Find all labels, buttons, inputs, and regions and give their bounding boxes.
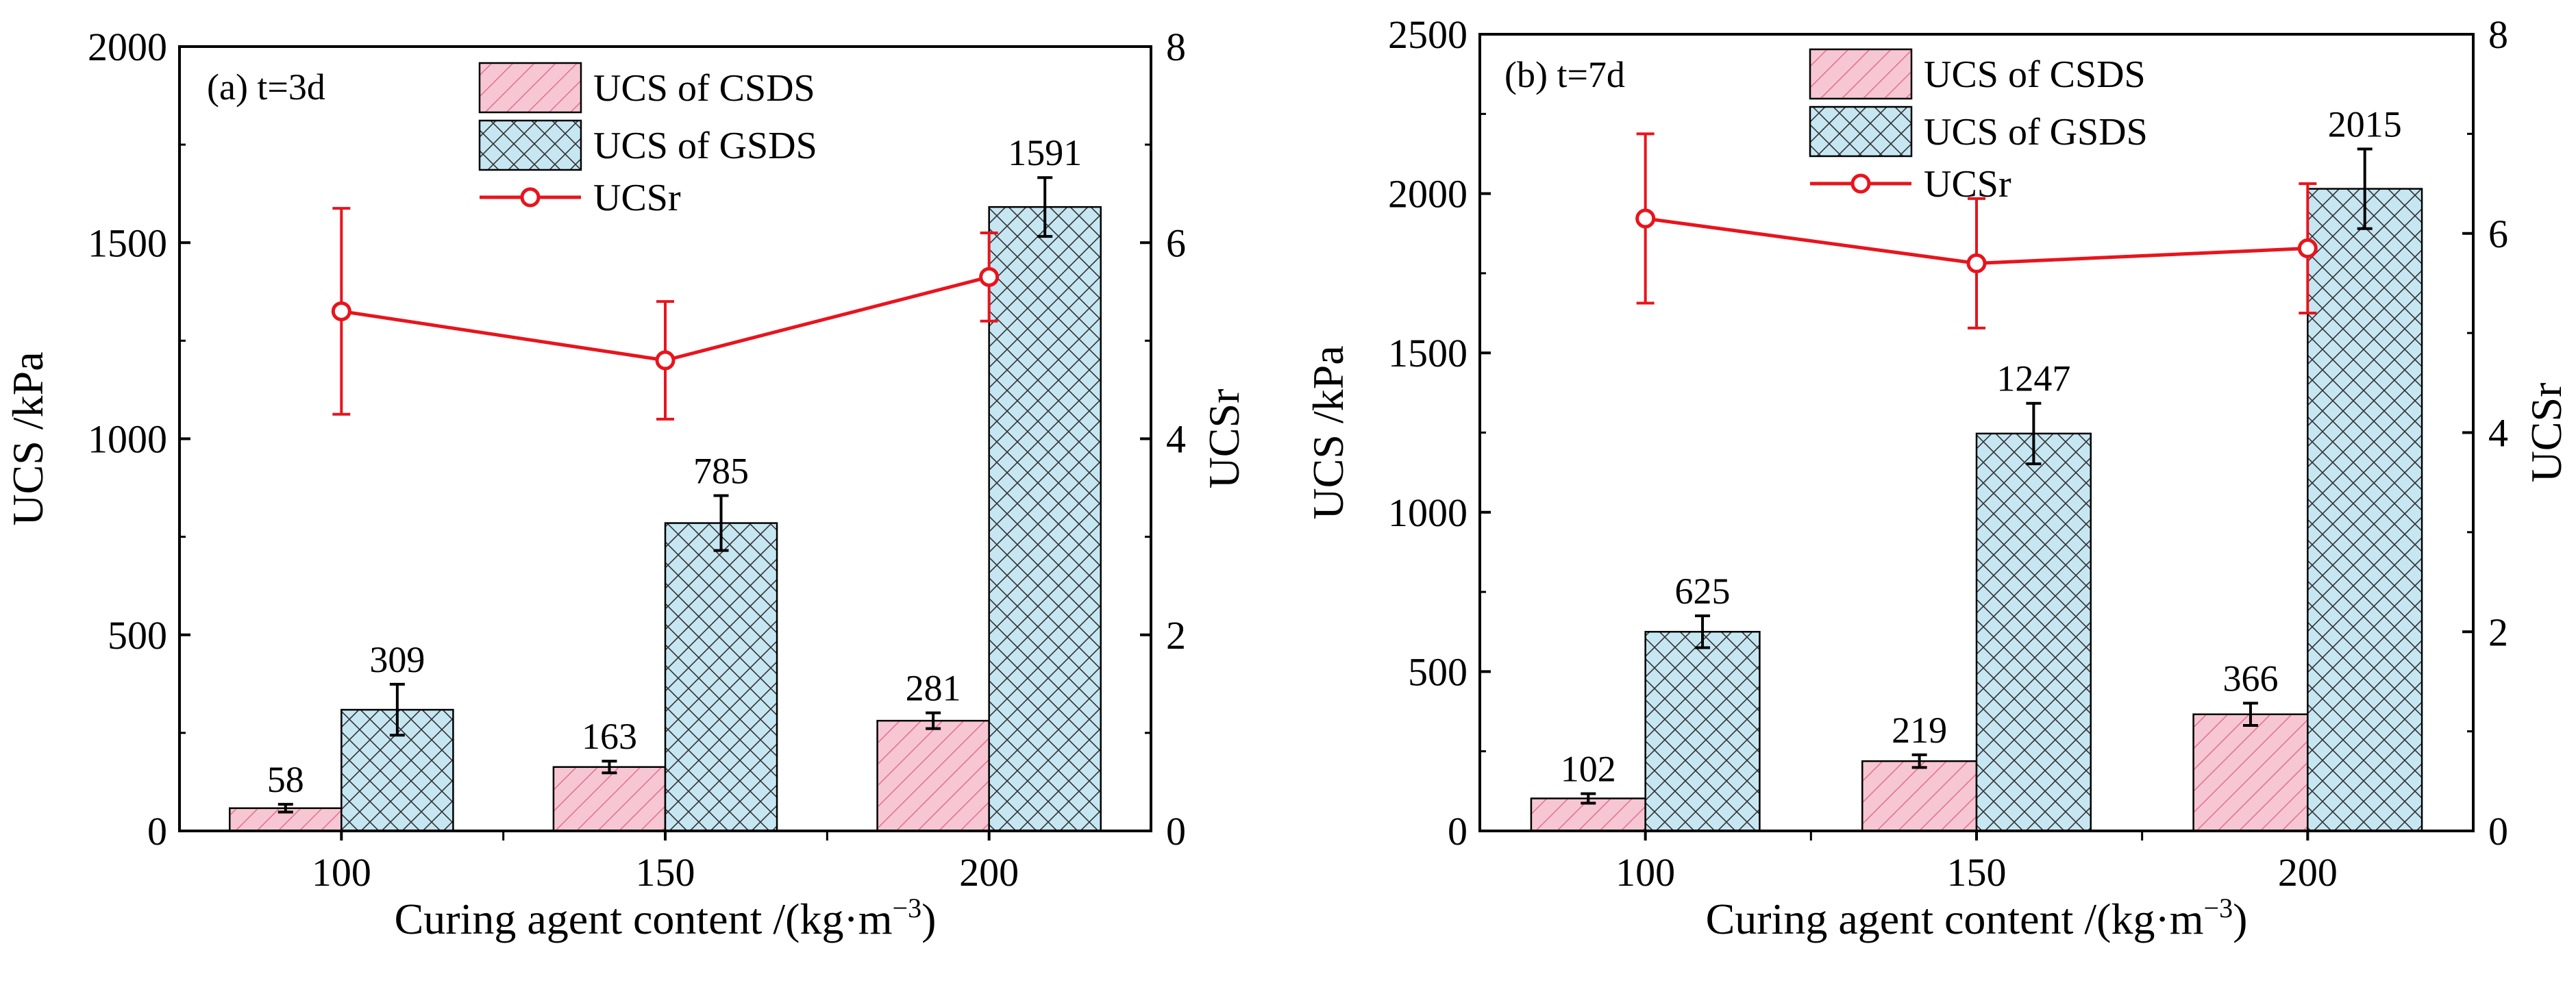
legend-swatch-ucsr-marker bbox=[1850, 173, 1871, 194]
y-tick-label-left: 2500 bbox=[1388, 12, 1467, 57]
x-axis-title-end: ) bbox=[921, 895, 936, 943]
y-axis-title-right: UCSr bbox=[2522, 383, 2571, 483]
y-tick-label-left: 500 bbox=[108, 613, 167, 658]
data-label-gsds-200: 2015 bbox=[2328, 103, 2402, 145]
ucsr-point-200 bbox=[979, 266, 1000, 287]
bar-csds-200 bbox=[876, 719, 990, 832]
y-axis-title-left: UCS /kPa bbox=[1304, 345, 1352, 519]
bar-gsds-200 bbox=[2307, 188, 2423, 832]
y-tick-label-left: 500 bbox=[1408, 649, 1467, 694]
legend-swatch-gsds bbox=[478, 119, 582, 171]
data-label-gsds-100: 625 bbox=[1675, 571, 1731, 612]
legend-label-ucsr: UCSr bbox=[593, 177, 681, 219]
bar-gsds-150 bbox=[664, 522, 778, 832]
data-label-gsds-200: 1591 bbox=[1008, 132, 1082, 173]
x-axis-title-main: Curing agent content /(kg·m bbox=[1706, 895, 2204, 943]
y-tick-label-right: 6 bbox=[2488, 212, 2508, 256]
data-label-csds-150: 219 bbox=[1892, 710, 1947, 751]
legend-label-gsds: UCS of GSDS bbox=[1924, 111, 2148, 153]
y-tick-label-left: 0 bbox=[1448, 809, 1467, 854]
ucsr-point-150 bbox=[655, 350, 676, 371]
y-tick-label-right: 8 bbox=[1166, 25, 1186, 69]
x-tick-label-150: 150 bbox=[636, 850, 695, 895]
y-tick-label-left: 1500 bbox=[1388, 331, 1467, 375]
y-axis-title-right: UCSr bbox=[1200, 389, 1248, 489]
y-tick-label-right: 0 bbox=[1166, 809, 1186, 854]
panel-label: (a) t=3d bbox=[207, 66, 325, 108]
y-tick-label-right: 4 bbox=[2488, 411, 2508, 456]
data-label-csds-100: 102 bbox=[1561, 749, 1616, 790]
bar-gsds-150 bbox=[1975, 432, 2092, 832]
x-axis-title-sup: −3 bbox=[2204, 893, 2233, 923]
chart-panel-a: 58 163 281 309 785 1591 0 500 1000 1500 2000 0 2 4 6 8… bbox=[3, 25, 1248, 943]
y-tick-label-left: 0 bbox=[147, 809, 167, 854]
legend-label-csds: UCS of CSDS bbox=[1924, 53, 2146, 96]
data-label-csds-150: 163 bbox=[582, 716, 637, 757]
x-axis-title-end: ) bbox=[2233, 895, 2247, 943]
bar-gsds-100 bbox=[1644, 631, 1761, 832]
y-tick-label-left: 1000 bbox=[88, 417, 167, 462]
ucsr-point-100 bbox=[331, 301, 351, 321]
legend-label-ucsr: UCSr bbox=[1924, 163, 2011, 206]
x-tick-label-100: 100 bbox=[312, 850, 371, 895]
data-label-csds-200: 366 bbox=[2222, 658, 2278, 699]
y-tick-label-right: 0 bbox=[2488, 809, 2508, 854]
x-axis-title: Curing agent content /(kg·m−3) bbox=[395, 893, 937, 943]
legend-swatch-csds bbox=[1809, 48, 1913, 100]
bar-csds-200 bbox=[2192, 713, 2309, 832]
y-tick-label-left: 1500 bbox=[88, 221, 167, 265]
data-label-gsds-150: 1247 bbox=[1996, 358, 2070, 399]
legend-label-csds: UCS of CSDS bbox=[593, 67, 815, 110]
x-tick-label-150: 150 bbox=[1947, 850, 2007, 895]
data-label-gsds-150: 785 bbox=[693, 451, 749, 492]
panel-label: (b) t=7d bbox=[1504, 54, 1625, 95]
data-label-gsds-100: 309 bbox=[369, 639, 425, 680]
y-tick-label-right: 2 bbox=[1166, 613, 1186, 658]
y-tick-label-right: 4 bbox=[1166, 417, 1186, 462]
legend-swatch-csds bbox=[478, 62, 582, 114]
ucsr-point-100 bbox=[1635, 208, 1656, 229]
legend-label-gsds: UCS of GSDS bbox=[593, 125, 817, 167]
legend-swatch-gsds bbox=[1809, 105, 1913, 158]
y-tick-label-right: 2 bbox=[2488, 610, 2508, 654]
x-tick-label-100: 100 bbox=[1615, 850, 1675, 895]
x-tick-label-200: 200 bbox=[2278, 850, 2338, 895]
x-tick-label-200: 200 bbox=[959, 850, 1019, 895]
x-axis-title: Curing agent content /(kg·m−3) bbox=[1706, 893, 2248, 943]
legend: UCS of CSDS UCS of GSDS UCSr bbox=[478, 62, 817, 219]
y-tick-label-left: 2000 bbox=[88, 25, 167, 69]
y-axis-title-left: UCS /kPa bbox=[3, 351, 52, 525]
data-label-csds-100: 58 bbox=[267, 759, 304, 800]
y-tick-label-right: 6 bbox=[1166, 221, 1186, 265]
bar-gsds-200 bbox=[988, 206, 1102, 832]
bar-csds-150 bbox=[552, 766, 667, 832]
data-label-csds-200: 281 bbox=[906, 668, 961, 709]
ucsr-point-150 bbox=[1966, 253, 1987, 273]
x-axis-title-main: Curing agent content /(kg·m bbox=[395, 895, 893, 943]
x-axis-title-sup: −3 bbox=[893, 893, 922, 923]
legend: UCS of CSDS UCS of GSDS UCSr bbox=[1809, 48, 2148, 206]
ucsr-point-200 bbox=[2297, 238, 2318, 259]
legend-swatch-ucsr-marker bbox=[520, 187, 541, 208]
y-tick-label-left: 2000 bbox=[1388, 172, 1467, 216]
y-tick-label-left: 1000 bbox=[1388, 490, 1467, 535]
y-tick-label-right: 8 bbox=[2488, 12, 2508, 57]
bar-csds-150 bbox=[1861, 760, 1978, 832]
